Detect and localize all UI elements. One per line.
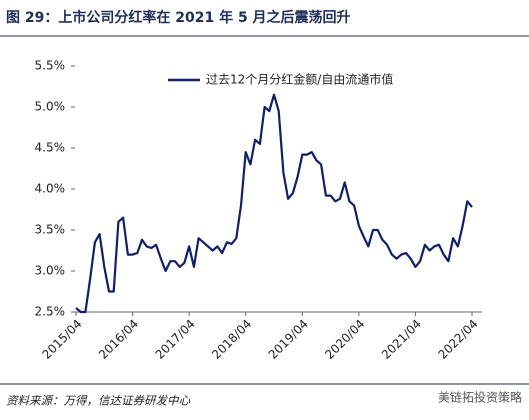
chart-title: 图 29：上市公司分红率在 2021 年 5 月之后震荡回升 [6, 9, 351, 26]
x-tick-label: 2016/04 [96, 317, 141, 362]
y-tick-label: 5.5% [35, 59, 66, 73]
x-tick-label: 2022/04 [435, 317, 480, 362]
x-tick-label: 2015/04 [39, 317, 84, 362]
y-tick-label: 3.0% [35, 264, 66, 278]
y-tick-label: 4.0% [35, 182, 66, 196]
y-tick-label: 3.5% [35, 223, 66, 237]
legend-label: 过去12个月分红金额/自由流通市值 [206, 72, 393, 87]
source: 资料来源：万得，信达证券研发中心 [6, 394, 190, 408]
y-tick-label: 4.5% [35, 141, 66, 155]
watermark: 美链拓投资策略 [438, 390, 522, 405]
y-tick-label: 2.5% [35, 305, 66, 319]
x-tick-label: 2021/04 [379, 317, 424, 362]
x-tick-label: 2019/04 [266, 317, 311, 362]
y-tick-label: 5.0% [35, 100, 66, 114]
x-tick-label: 2018/04 [209, 317, 254, 362]
series-line [75, 93, 473, 314]
x-tick-label: 2020/04 [322, 317, 367, 362]
x-tick-label: 2017/04 [153, 317, 198, 362]
